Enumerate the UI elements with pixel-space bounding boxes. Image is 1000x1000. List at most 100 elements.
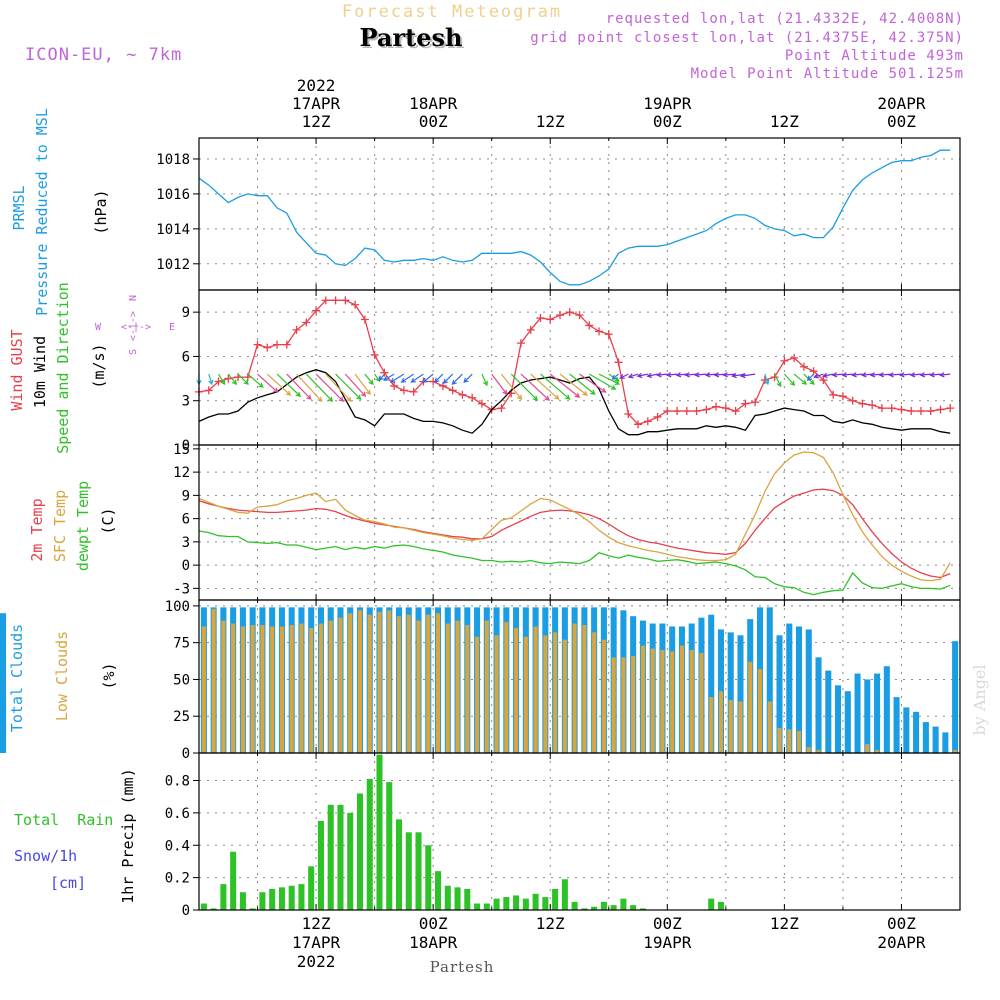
precip-bar-total-rain: [532, 893, 539, 910]
wind-arrow: [579, 373, 607, 393]
wind-arrow: [909, 372, 922, 378]
gust-marker: [575, 311, 584, 320]
clouds-bar-low-clouds: [689, 650, 694, 753]
gust-marker: [409, 387, 418, 396]
wind-arrow: [569, 373, 596, 395]
gust-marker: [526, 325, 535, 334]
wind-arrow: [286, 373, 312, 400]
compass-e: E: [169, 322, 175, 333]
clouds-bar-total-clouds: [913, 711, 920, 753]
clouds-bar-low-clouds: [260, 625, 265, 753]
clouds-bar-total-clouds: [795, 626, 803, 753]
wind-arrow: [598, 373, 621, 385]
clouds-bar-total-clouds: [766, 607, 773, 753]
wind-arrow: [888, 372, 902, 378]
top-time-label: 12Z: [536, 112, 565, 131]
wind-arrow: [783, 373, 796, 387]
clouds-bar-low-clouds: [543, 635, 548, 753]
clouds-bar-total-clouds: [835, 685, 842, 753]
clouds-bar-low-clouds: [621, 657, 626, 753]
gust-marker: [731, 407, 740, 416]
gust-marker: [604, 330, 613, 339]
snow-cm-label: [cm]: [50, 874, 86, 892]
wind-arrow: [383, 373, 395, 381]
clouds-bar-total-clouds: [922, 722, 929, 753]
clouds-bar-low-clouds: [523, 636, 528, 753]
clouds-bar-low-clouds: [611, 657, 616, 753]
clouds-bar-low-clouds: [221, 620, 226, 753]
wind-ytick-label: 0: [182, 438, 190, 454]
clouds-bar-total-clouds: [776, 635, 783, 753]
wind-dir-label: Speed and Direction: [54, 282, 72, 454]
clouds-bar-low-clouds: [757, 669, 763, 753]
clouds-ytick-label: 100: [165, 599, 190, 615]
prmsl-label: PRMSL: [10, 185, 28, 230]
compass-legend: N <-|-> S W <-|-> E: [95, 295, 175, 355]
wind-arrow: [520, 373, 550, 401]
gust-marker: [741, 399, 750, 408]
precip-bar-total-rain: [425, 845, 432, 910]
total-clouds-label: Total Clouds: [8, 624, 26, 732]
wind-arrow: [851, 372, 863, 378]
precip-ytick-label: 0.2: [165, 871, 190, 887]
precip-unit: 1hr Precip (mm): [119, 768, 137, 903]
clouds-ytick-label: 75: [173, 636, 190, 652]
precip-bar-total-rain: [356, 793, 364, 910]
clouds-bar-low-clouds: [816, 750, 821, 753]
top-time-label: 20APR: [877, 94, 926, 113]
temp-unit: (C): [99, 507, 117, 534]
precip-bar-total-rain: [366, 778, 373, 910]
prmsl-label-2: Pressure Reduced to MSL: [33, 108, 51, 316]
wind-unit: (m/s): [90, 343, 108, 388]
clouds-bar-total-clouds: [864, 679, 871, 753]
clouds-bar-low-clouds: [406, 614, 411, 753]
precip-bar-total-rain: [493, 898, 500, 910]
clouds-bar-low-clouds: [299, 623, 304, 753]
pressure-ytick-label: 1014: [156, 222, 190, 238]
gust-marker: [897, 405, 906, 414]
precip-frame: [198, 752, 961, 911]
gust-marker: [516, 339, 525, 348]
temp-dew-label: dewpt Temp: [74, 481, 92, 571]
gust-marker: [585, 321, 594, 330]
precip-ytick-label: 0.4: [165, 838, 190, 854]
precip-bar-total-rain: [591, 906, 598, 910]
wind-arrow: [217, 373, 226, 386]
clouds-bar-low-clouds: [475, 636, 480, 753]
bottom-time-label: 00Z: [887, 914, 916, 933]
gust-marker: [936, 405, 945, 414]
wind-arrow: [208, 373, 214, 386]
pressure-unit: (hPa): [92, 189, 110, 234]
bottom-time-label: 17APR: [292, 933, 341, 952]
wind-panel: 0 3 6 9 Wind GUST 10m Wind Speed and Direct…: [8, 282, 961, 454]
wind-arrow: [442, 373, 454, 384]
precip-bar-total-rain: [708, 898, 715, 910]
precip-bar-total-rain: [454, 887, 461, 910]
clouds-bar-low-clouds: [231, 623, 236, 753]
clouds-bar-low-clouds: [455, 620, 460, 753]
gust-marker: [399, 386, 408, 395]
gust-marker: [799, 362, 808, 371]
clouds-bar-low-clouds: [631, 655, 636, 753]
precip-bar-total-rain: [483, 903, 490, 910]
clouds-bar-total-clouds: [893, 697, 900, 753]
wind-arrow: [364, 373, 374, 386]
temp-ytick-label: -3: [173, 581, 190, 597]
location-title-front: Partesh: [360, 23, 463, 52]
clouds-bar-low-clouds: [494, 635, 499, 753]
gust-marker: [760, 376, 769, 385]
gust-marker: [204, 386, 213, 395]
wind-arrow: [257, 373, 279, 393]
gust-marker: [468, 393, 477, 402]
gust-marker: [653, 412, 662, 421]
clouds-bar-low-clouds: [650, 648, 655, 753]
total-rain-label: Total Rain: [14, 811, 113, 829]
clouds-bar-low-clouds: [728, 700, 733, 753]
gust-marker: [751, 398, 760, 407]
gust-marker: [595, 327, 604, 336]
wind-arrow: [463, 373, 473, 383]
compass-v-arrow: <-|->: [128, 311, 139, 341]
precip-bar-total-rain: [717, 901, 724, 910]
clouds-bar-total-clouds: [825, 670, 832, 753]
